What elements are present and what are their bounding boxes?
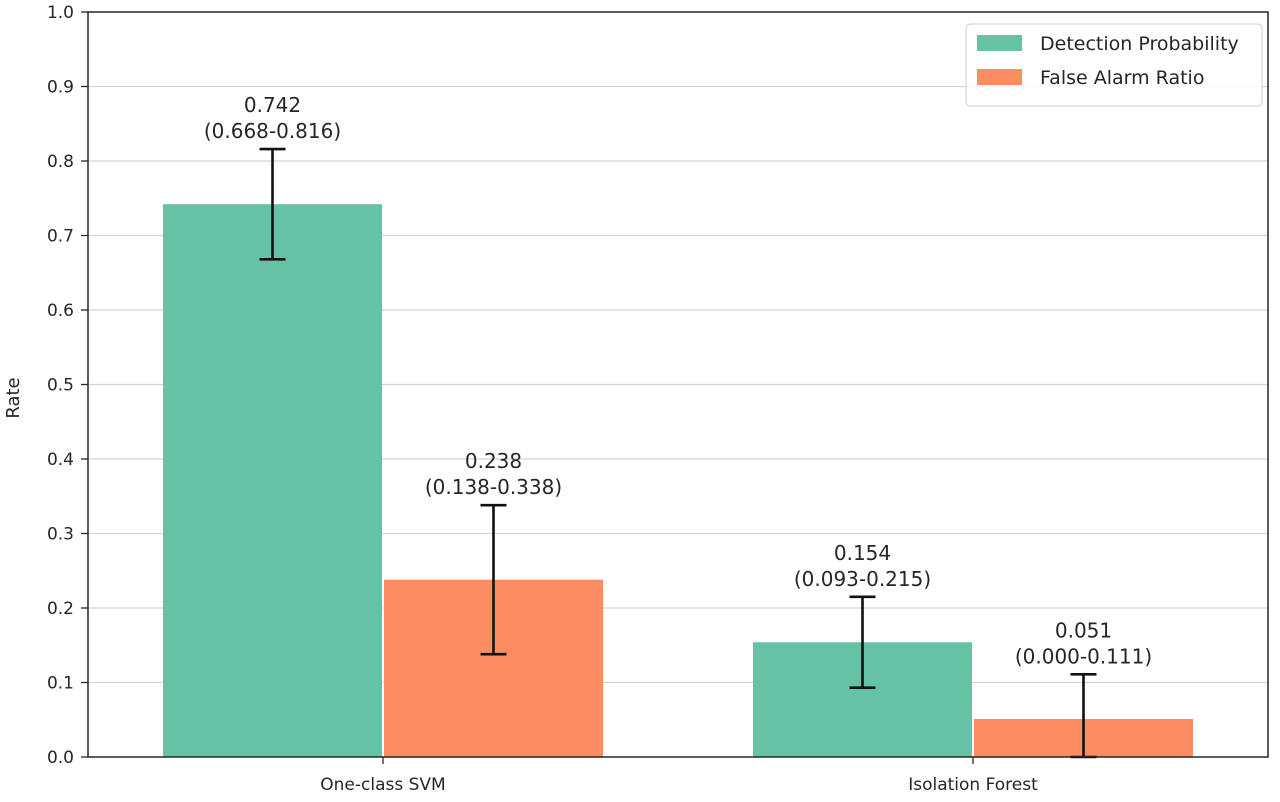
error-bars xyxy=(259,147,1097,759)
legend-swatch xyxy=(977,35,1022,51)
x-tick-label: Isolation Forest xyxy=(908,775,1038,795)
bars xyxy=(163,204,1193,757)
y-tick-label: 0.2 xyxy=(47,599,74,619)
legend-swatch xyxy=(977,69,1022,85)
data-label-value: 0.742 xyxy=(244,93,301,117)
data-label-value: 0.154 xyxy=(834,541,891,565)
data-label-interval: (0.138-0.338) xyxy=(425,475,562,499)
y-tick-label: 0.3 xyxy=(47,525,74,545)
legend-label: False Alarm Ratio xyxy=(1040,67,1204,89)
y-tick-label: 0.4 xyxy=(47,450,74,470)
y-tick-label: 0.1 xyxy=(47,674,74,694)
x-tick-label: One-class SVM xyxy=(320,775,445,795)
legend-label: Detection Probability xyxy=(1040,33,1239,55)
data-label-value: 0.238 xyxy=(465,449,522,473)
y-tick-label: 0.8 xyxy=(47,152,74,172)
data-label-value: 0.051 xyxy=(1055,618,1112,642)
data-labels: 0.742(0.668-0.816) 0.238(0.138-0.338) 0.15… xyxy=(204,93,1152,668)
bar xyxy=(163,204,382,757)
y-tick-label: 0.5 xyxy=(47,376,74,396)
y-tick-label: 0.7 xyxy=(47,227,74,247)
x-axis: One-class SVM Isolation Forest xyxy=(320,757,1038,795)
y-tick-label: 0.0 xyxy=(47,748,74,768)
y-tick-label: 1.0 xyxy=(47,3,74,23)
data-label-interval: (0.000-0.111) xyxy=(1015,644,1152,668)
y-axis-label: Rate xyxy=(3,377,24,418)
legend-box xyxy=(965,23,1263,107)
data-label-interval: (0.093-0.215) xyxy=(794,567,931,591)
y-axis: 0.0 0.1 0.2 0.3 0.4 0.5 0.6 0.7 0.8 0.9 1.0 xyxy=(47,3,88,768)
y-tick-label: 0.6 xyxy=(47,301,74,321)
data-label-interval: (0.668-0.816) xyxy=(204,119,341,143)
legend: Detection Probability False Alarm Ratio xyxy=(965,23,1263,107)
y-tick-label: 0.9 xyxy=(47,78,74,98)
